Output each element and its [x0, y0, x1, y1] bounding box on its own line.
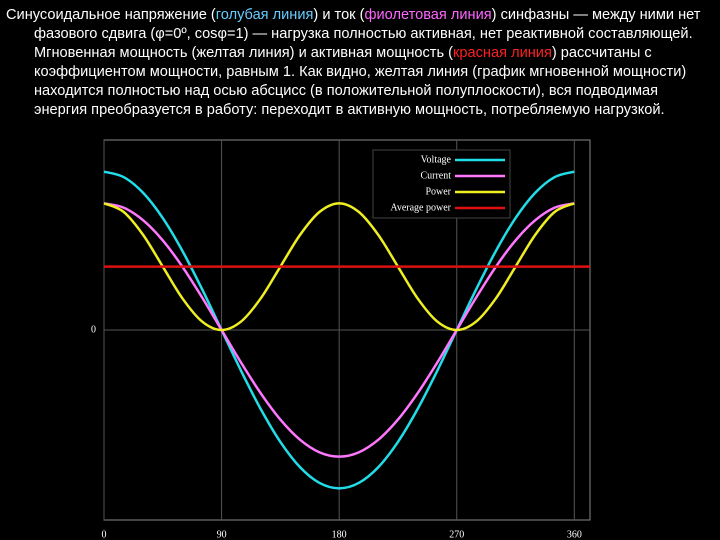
text-segment: голубая линия — [215, 7, 314, 23]
description: Синусоидальное напряжение (голубая линия… — [6, 6, 708, 120]
y-tick-label: 0 — [91, 324, 96, 335]
x-tick-label: 360 — [567, 529, 582, 540]
legend-label: Average power — [390, 202, 451, 213]
text-segment: Синусоидальное напряжение ( — [6, 7, 216, 23]
legend-label: Voltage — [421, 154, 452, 165]
x-tick-label: 90 — [217, 529, 227, 540]
x-tick-label: 180 — [332, 529, 347, 540]
text-segment: фиолетовая линия — [364, 7, 492, 23]
text-segment: ) синфазны — между ними нет фазового сдв… — [34, 7, 701, 61]
text-segment: красная линия — [453, 45, 552, 61]
legend-box — [372, 149, 511, 219]
text-segment: ) и ток ( — [313, 7, 365, 23]
x-tick-label: 0 — [102, 529, 107, 540]
x-tick-label: 270 — [449, 529, 464, 540]
series-line — [103, 170, 575, 490]
legend-label: Current — [420, 170, 451, 181]
text-segment: ) рассчитаны с коэффициентом мощности, р… — [34, 45, 687, 118]
series-line — [103, 202, 575, 332]
legend-label: Power — [425, 186, 451, 197]
